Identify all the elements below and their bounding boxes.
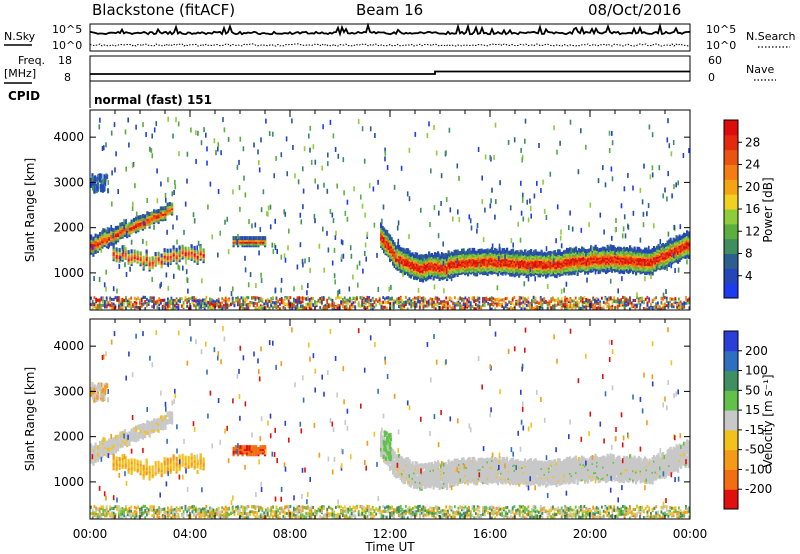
power-colorbar-color-1 [724,268,738,284]
velocity-colorbar-tick-3: 15 [745,403,760,417]
station-title: Blackstone (fitACF) [92,1,235,19]
velocity-colorbar-tick-4: -15 [745,423,765,437]
power-heatmap-cells [90,116,691,311]
noise-tick-right-top: 10^5 [706,23,736,36]
velocity-colorbar-color-7 [724,350,738,372]
power-colorbar-tick-5: 24 [745,158,760,172]
beam-title: Beam 16 [356,1,423,19]
power-colorbar-tick-1: 8 [745,247,753,261]
velocity-colorbar-tick-0: 200 [745,344,768,358]
power-colorbar-label: Power [dB] [761,177,775,242]
frequency-trace [90,70,690,75]
power-ylabel: Slant Range [km] [23,158,37,262]
velocity-colorbar-tick-1: 100 [745,364,768,378]
noise-tick-right-bottom: 10^0 [706,39,736,52]
nave-tick-bottom: 0 [708,71,715,84]
date-title: 08/Oct/2016 [588,1,681,19]
nsky-label: N.Sky [4,30,36,43]
nsearch-label: N.Search [746,30,796,43]
power-colorbar-color-10 [724,134,738,151]
velocity-colorbar-label: Velocity [m s⁻¹] [761,374,775,467]
velocity-colorbar-color-4 [724,410,738,431]
velocity-ytick-1: 2000 [53,430,84,444]
cpid-value: normal (fast) 151 [94,93,212,107]
power-colorbar-tick-2: 12 [745,224,760,238]
velocity-panel: 1000 2000 3000 4000 Slant Range [km] [23,318,691,520]
power-colorbar-color-4 [724,223,738,240]
velocity-ytick-0: 1000 [53,475,84,489]
power-panel: 1000 2000 3000 4000 Slant Range [km] [23,109,691,311]
power-colorbar-color-0 [724,283,738,299]
power-colorbar-color-9 [724,149,738,165]
freq-tick-bottom: 8 [64,71,71,84]
velocity-colorbar-tick-6: -100 [745,462,772,476]
velocity-colorbar-tick-7: -200 [745,482,772,496]
velocity-colorbar-color-1 [724,469,738,490]
power-colorbar-tick-4: 20 [745,180,760,194]
noise-tick-left-top: 10^5 [52,23,82,36]
velocity-colorbar-color-6 [724,370,738,391]
velocity-ytick-3: 4000 [53,339,84,353]
power-colorbar-color-8 [724,164,738,180]
x-tick-2: 08:00 [273,527,308,541]
power-ytick-0: 1000 [53,266,84,280]
nsky-trace [89,22,691,37]
velocity-colorbar-color-2 [724,449,738,470]
velocity-colorbar-tick-2: 50 [745,383,760,397]
power-ytick-2: 3000 [53,175,84,189]
x-tick-1: 04:00 [173,527,208,541]
x-tick-5: 20:00 [573,527,608,541]
x-tick-0: 00:00 [73,527,108,541]
velocity-colorbar-color-5 [724,390,738,411]
x-tick-labels: 00:00 04:00 08:00 12:00 16:00 20:00 00:00 [73,527,708,541]
nave-label: Nave [746,63,774,76]
cpid-panel: CPID normal (fast) 151 [8,81,212,108]
velocity-colorbar-tick-5: -50 [745,443,765,457]
freq-label-line1: Freq. [18,54,45,67]
x-tick-4: 16:00 [473,527,508,541]
power-colorbar-tick-6: 28 [745,135,760,149]
velocity-ytick-2: 3000 [53,384,84,398]
velocity-colorbar-color-3 [724,429,738,451]
noise-panel: N.Sky 10^5 10^0 10^5 10^0 N.Search [4,22,796,52]
power-colorbar-tick-0: 4 [745,269,753,283]
velocity-ylabel: Slant Range [km] [23,367,37,471]
freq-panel: Freq. [MHz] 18 8 60 0 Nave [4,54,776,84]
cpid-label: CPID [8,89,40,103]
power-colorbar-color-5 [724,209,738,225]
nave-tick-top: 60 [708,54,722,67]
x-tick-3: 12:00 [373,527,408,541]
power-colorbar: 4 8 12 16 20 24 28 Power [dB] [723,119,775,299]
power-colorbar-color-3 [724,238,738,254]
x-axis-label: Time UT [364,540,415,554]
velocity-colorbar-color-8 [724,331,738,352]
x-tick-6: 00:00 [673,527,708,541]
power-ytick-3: 4000 [53,130,84,144]
nsearch-trace [89,43,691,47]
freq-label-line2: [MHz] [4,67,36,80]
noise-tick-left-bottom: 10^0 [52,39,82,52]
power-colorbar-color-2 [724,253,738,269]
power-colorbar-color-6 [724,194,738,210]
freq-tick-top: 18 [58,54,72,67]
velocity-colorbar: 200 100 50 15 -15 -50 -100 -200 Velocity [m s⁻¹… [723,330,775,510]
power-colorbar-color-7 [724,179,738,195]
velocity-colorbar-color-0 [724,489,738,510]
power-colorbar-color-11 [724,120,738,136]
power-ytick-1: 2000 [53,221,84,235]
power-colorbar-tick-3: 16 [745,202,760,216]
